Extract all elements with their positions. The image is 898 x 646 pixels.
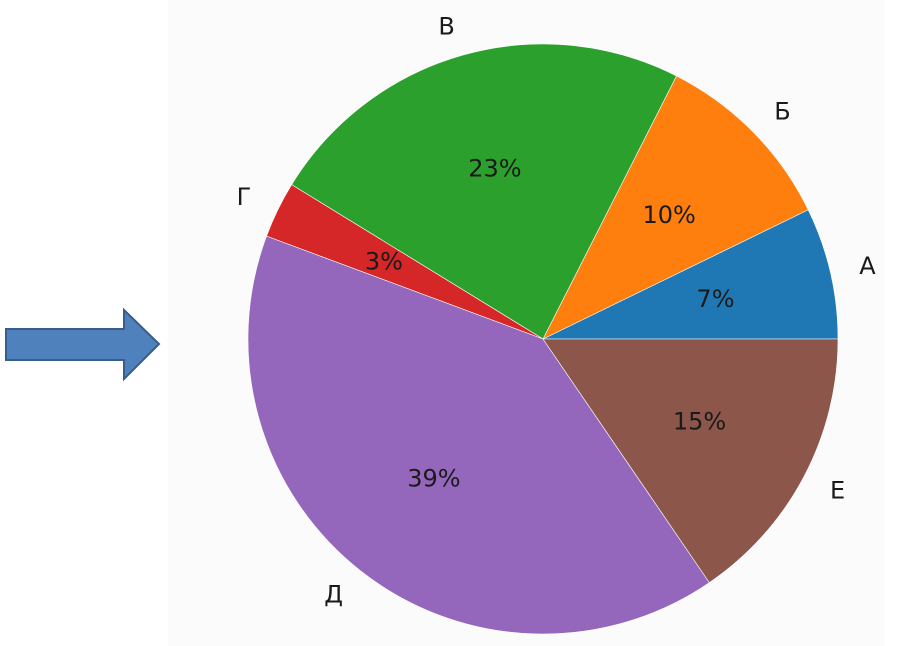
slice-label-0: А — [859, 252, 876, 280]
slice-percent-label-5: 15% — [673, 408, 726, 436]
slice-percent-label-2: 23% — [468, 155, 521, 183]
slice-percent-label-3: 3% — [365, 247, 403, 275]
pie-slice-5 — [542, 338, 839, 584]
slice-label-2: В — [438, 13, 454, 41]
slice-percent-label-1: 10% — [642, 201, 695, 229]
pie-slice-2 — [291, 43, 677, 340]
pie-labels: А 7% Б 10% В 23% Г 3% Д 39% Е 15% — [237, 13, 877, 609]
slice-percent-label-0: 7% — [696, 285, 734, 313]
pie-slice-1 — [542, 75, 809, 340]
slice-label-1: Б — [774, 97, 790, 125]
slice-label-3: Г — [237, 183, 252, 211]
slice-label-4: Д — [324, 581, 343, 609]
pie-slice-0 — [542, 209, 839, 340]
slice-percent-label-4: 39% — [407, 464, 460, 492]
slice-label-5: Е — [830, 477, 845, 505]
pie-slices — [247, 43, 839, 635]
pie-slice-4 — [247, 235, 710, 635]
